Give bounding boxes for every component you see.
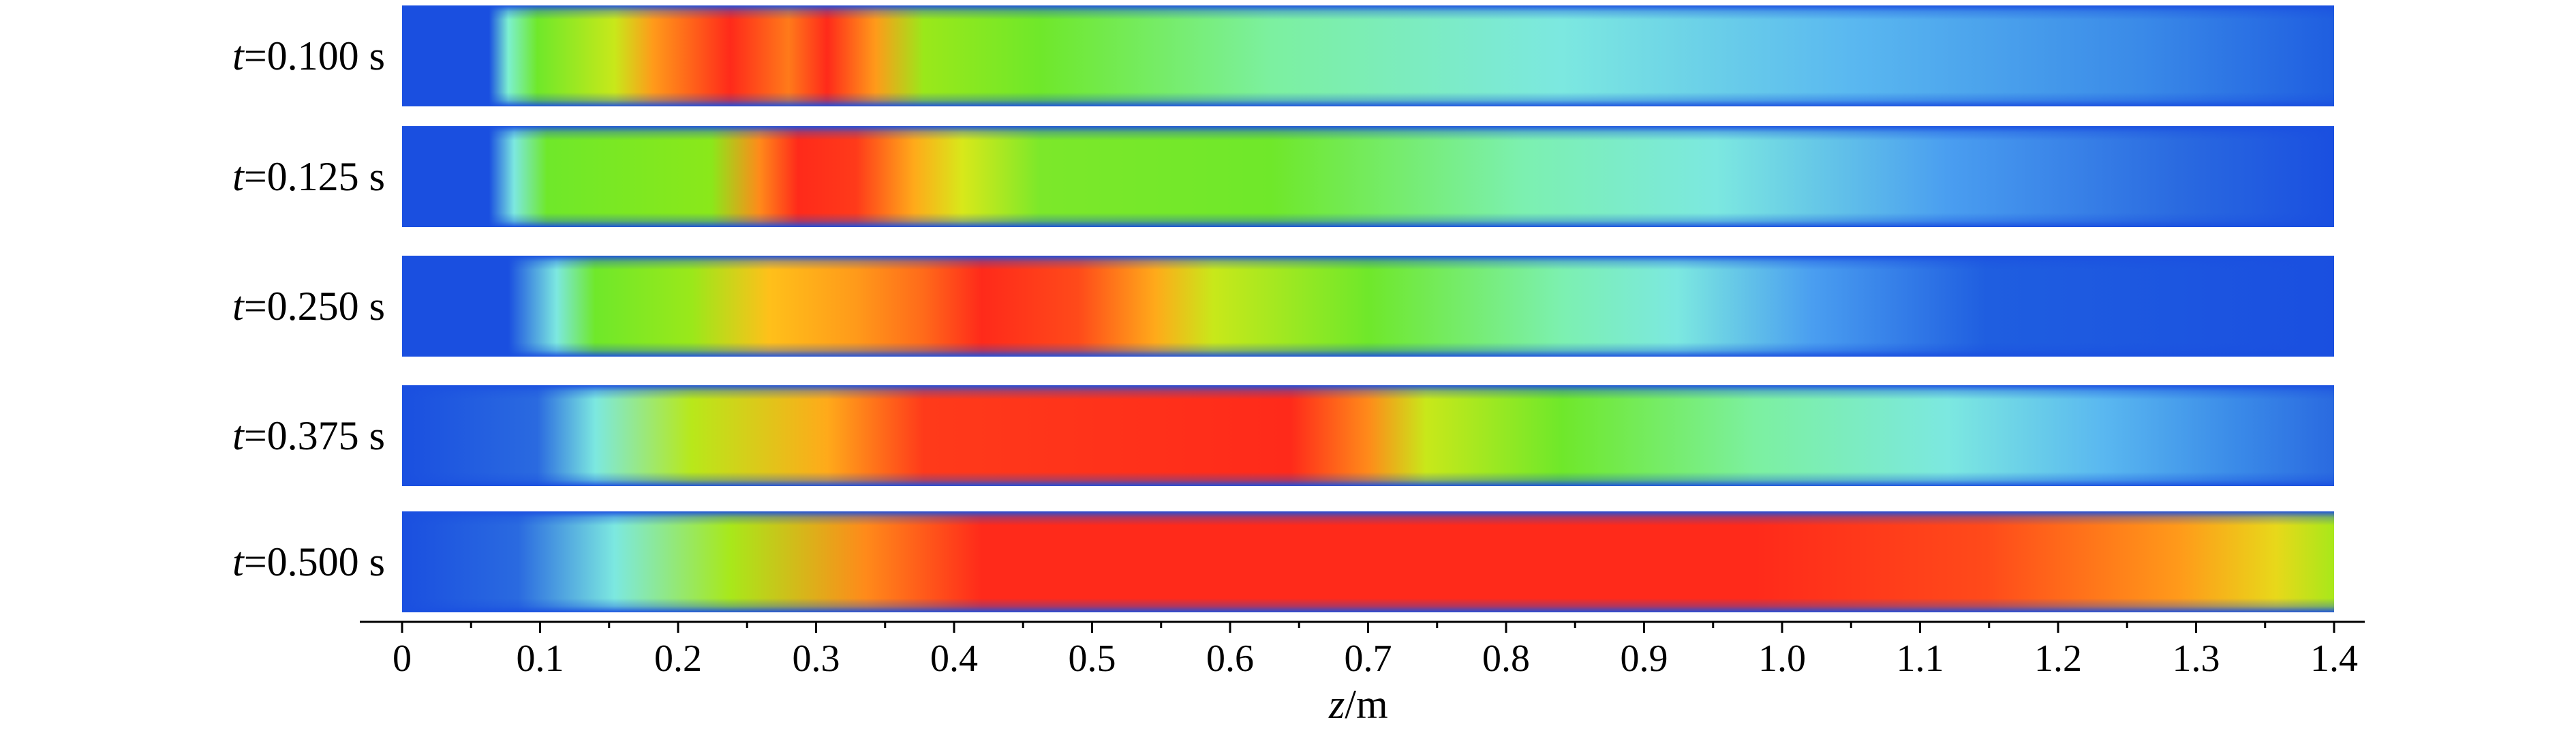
- time-value: =0.250 s: [243, 284, 385, 329]
- contour-strip-2: [402, 256, 2334, 357]
- tick-label: 0.4: [930, 638, 978, 680]
- tick-label: 1.3: [2173, 638, 2220, 680]
- wall-shading: [402, 385, 2334, 486]
- row-label-1: t=0.125 s: [41, 156, 385, 197]
- contour-plot: [402, 511, 2334, 612]
- time-value: =0.100 s: [243, 33, 385, 78]
- contour-plot: [402, 126, 2334, 227]
- tick-label: 1.4: [2310, 638, 2358, 680]
- wall-shading: [402, 256, 2334, 357]
- contour-strip-0: [402, 5, 2334, 106]
- tick-label: 0: [393, 638, 412, 680]
- tick-label: 0.6: [1206, 638, 1254, 680]
- z-axis-title: z/m: [1329, 684, 1388, 725]
- contour-plot: [402, 256, 2334, 357]
- row-label-0: t=0.100 s: [41, 35, 385, 76]
- wall-shading: [402, 126, 2334, 227]
- time-value: =0.125 s: [243, 154, 385, 199]
- tick-label: 0.5: [1069, 638, 1116, 680]
- tick-label: 0.1: [517, 638, 564, 680]
- wall-shading: [402, 511, 2334, 612]
- contour-strip-3: [402, 385, 2334, 486]
- contour-strip-1: [402, 126, 2334, 227]
- tick-label: 0.8: [1482, 638, 1530, 680]
- time-variable: t: [232, 284, 244, 329]
- wall-shading: [402, 5, 2334, 106]
- row-label-4: t=0.500 s: [41, 541, 385, 582]
- contour-strip-4: [402, 511, 2334, 612]
- time-variable: t: [232, 154, 244, 199]
- tick-label: 0.3: [793, 638, 840, 680]
- z-axis-unit: /m: [1345, 682, 1388, 727]
- contour-plot: [402, 5, 2334, 106]
- time-variable: t: [232, 33, 244, 78]
- tick-label: 0.9: [1621, 638, 1668, 680]
- time-value: =0.375 s: [243, 413, 385, 458]
- contour-plot: [402, 385, 2334, 486]
- z-axis-variable: z: [1329, 682, 1345, 727]
- time-variable: t: [232, 413, 244, 458]
- tick-label: 0.7: [1345, 638, 1392, 680]
- time-variable: t: [232, 539, 244, 584]
- tick-label: 0.2: [654, 638, 702, 680]
- time-value: =0.500 s: [243, 539, 385, 584]
- row-label-2: t=0.250 s: [41, 286, 385, 327]
- tick-label: 1.2: [2034, 638, 2082, 680]
- tick-label: 1.1: [1897, 638, 1944, 680]
- row-label-3: t=0.375 s: [41, 415, 385, 456]
- tick-label: 1.0: [1758, 638, 1806, 680]
